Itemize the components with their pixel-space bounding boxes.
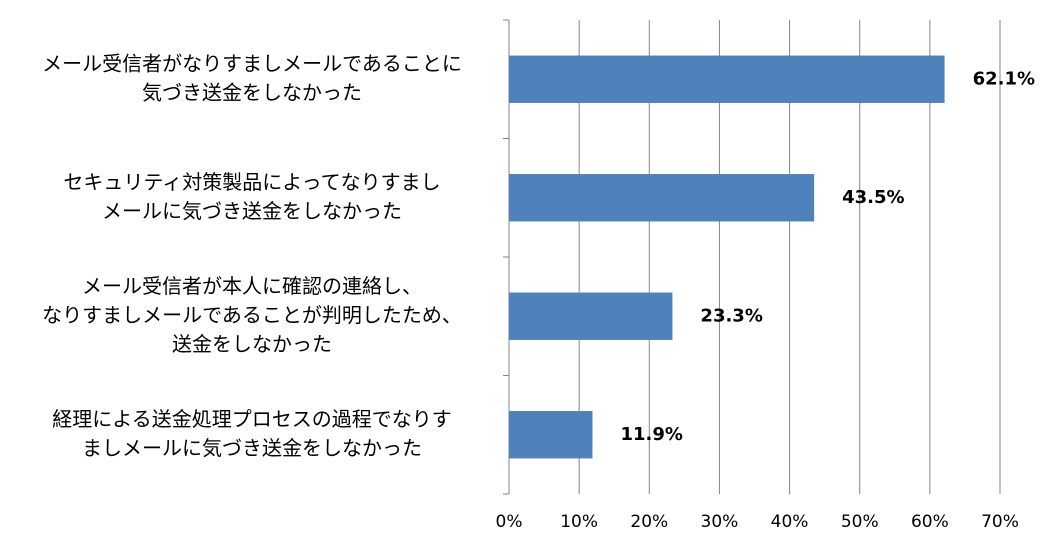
value-label: 23.3%	[700, 305, 762, 326]
y-tick-label: メールに気づき送金をしなかった	[102, 199, 402, 223]
bar	[509, 411, 593, 459]
bar	[509, 292, 673, 340]
x-tick-label: 30%	[701, 512, 739, 532]
x-tick-label: 50%	[841, 512, 879, 532]
x-tick-label: 40%	[771, 512, 809, 532]
y-tick-label: セキュリティ対策製品によってなりすまし	[63, 170, 440, 194]
x-tick-label: 60%	[911, 512, 949, 532]
bar	[509, 174, 815, 222]
value-label: 11.9%	[620, 424, 682, 445]
y-tick-label: 気づき送金をしなかった	[142, 80, 362, 104]
y-tick-label: なりすましメールであることが判明したため、	[42, 303, 462, 327]
value-label: 62.1%	[973, 68, 1035, 89]
y-tick-label: メール受信者がなりすましメールであることに	[42, 51, 462, 75]
y-tick-label: メール受信者が本人に確認の連絡し、	[82, 274, 422, 298]
bar	[509, 55, 945, 103]
y-tick-label: 送金をしなかった	[172, 332, 332, 356]
x-tick-label: 10%	[560, 512, 598, 532]
x-tick-label: 0%	[496, 512, 523, 532]
x-tick-label: 70%	[981, 512, 1019, 532]
value-label: 43.5%	[842, 187, 904, 208]
y-tick-label: 経理による送金処理プロセスの過程でなりす	[52, 407, 451, 431]
x-tick-label: 20%	[630, 512, 668, 532]
y-tick-label: ましメールに気づき送金をしなかった	[82, 436, 422, 460]
